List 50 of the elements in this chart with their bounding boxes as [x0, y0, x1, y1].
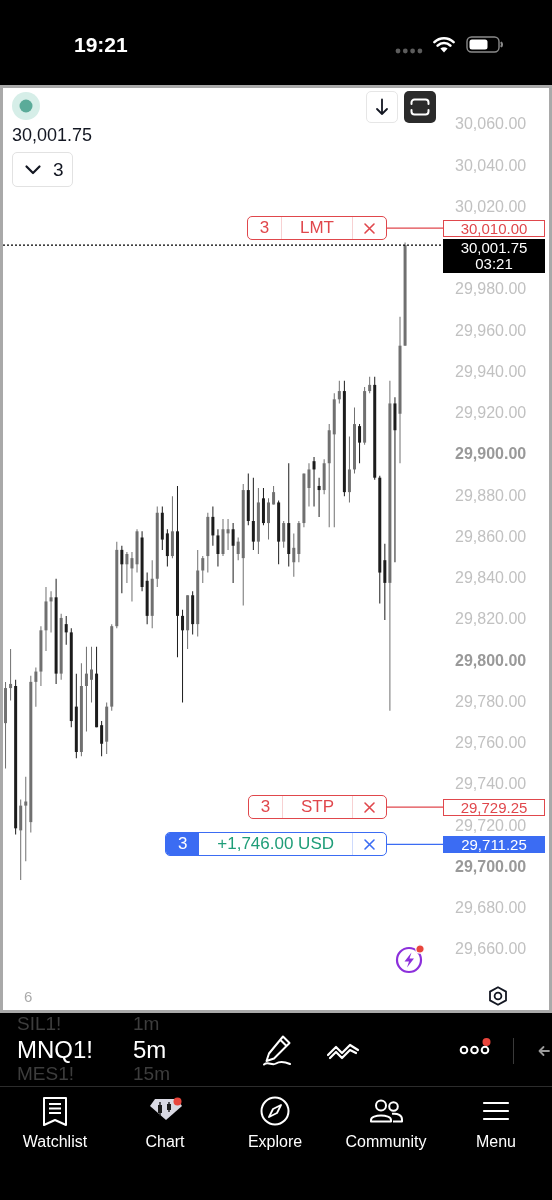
text: Explore [247, 1133, 303, 1151]
y-tick-label: 30,060.00 [455, 115, 527, 133]
y-tick-label: 29,880.00 [455, 486, 527, 504]
ref-line-label: STP [300, 797, 334, 818]
text: 1m [133, 1013, 160, 1034]
text: 6 [24, 988, 33, 1005]
text: 30,010.00 [443, 219, 545, 237]
text: MNQ1! [17, 1036, 94, 1063]
text: SIL1! [17, 1013, 62, 1034]
y-tick-label: 30,020.00 [455, 197, 527, 215]
y-tick-label: 29,860.00 [455, 527, 527, 545]
candlestick [317, 477, 321, 517]
y-tick-label: 29,680.00 [455, 899, 527, 917]
candlestick [49, 591, 53, 633]
y-tick-label: 29,940.00 [455, 362, 527, 380]
annotation: 3 [178, 834, 188, 855]
y-tick-label: 29,660.00 [455, 940, 527, 958]
text: 03:21 [474, 255, 514, 273]
y-tick-label: 29,760.00 [455, 734, 527, 752]
text: 30,001.75 [459, 239, 529, 257]
y-tick-label: 29,920.00 [455, 404, 527, 422]
annotation: 30,001.75 [12, 125, 93, 145]
y-tick-label: 29,820.00 [455, 610, 527, 628]
text: Chart [145, 1133, 185, 1151]
annotation: 3 [260, 797, 271, 818]
y-tick-label: 30,040.00 [455, 156, 527, 174]
y-tick-label: 29,800.00 [455, 651, 527, 669]
y-tick-label: 29,840.00 [455, 569, 527, 587]
y-tick-label: 29,740.00 [455, 775, 527, 793]
text: 15m [133, 1063, 170, 1084]
text: 19:21 [74, 33, 128, 57]
text: 29,729.25 [443, 798, 545, 816]
y-tick-label: 29,700.00 [455, 857, 527, 875]
y-tick-label: 29,980.00 [455, 280, 527, 298]
annotation: 3 [259, 218, 270, 239]
candlestick [9, 648, 13, 701]
text: Community [345, 1133, 427, 1151]
text: Menu [475, 1133, 517, 1151]
candlestick [24, 776, 28, 862]
annotation: +1,746.00 USD [217, 834, 334, 855]
y-tick-label: 29,960.00 [455, 321, 527, 339]
y-tick-label: 29,900.00 [455, 445, 527, 463]
text: Watchlist [22, 1133, 88, 1151]
text: 29,711.25 [443, 835, 545, 853]
text: 5m [133, 1036, 167, 1063]
annotation: 3 [53, 159, 64, 180]
y-tick-label: 29,720.00 [455, 816, 527, 834]
y-tick-label: 29,780.00 [455, 692, 527, 710]
text: MES1! [17, 1063, 75, 1084]
ref-line-label: LMT [300, 218, 334, 239]
